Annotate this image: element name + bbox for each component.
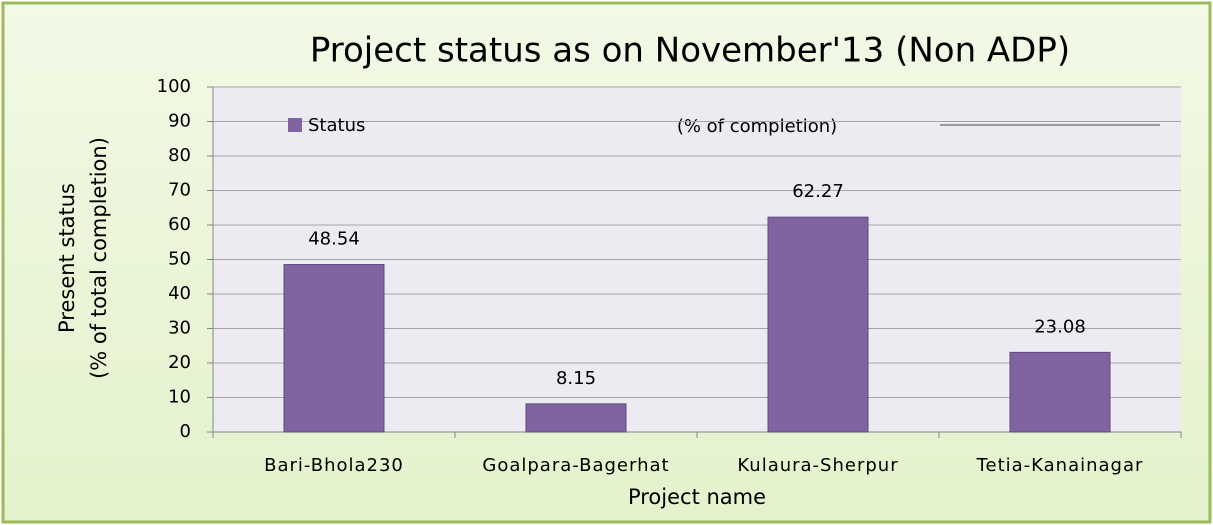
y-tick-label: 0 (180, 421, 191, 442)
legend-swatch (288, 118, 302, 132)
x-tick-label: Kulaura-Sherpur (737, 455, 898, 476)
y-tick-label: 20 (168, 352, 191, 373)
y-tick-label: 30 (168, 318, 191, 339)
data-label: 48.54 (308, 229, 360, 250)
bar (525, 403, 627, 433)
data-label: 62.27 (792, 181, 844, 202)
chart-title: Project status as on November'13 (Non AD… (310, 31, 1070, 71)
y-axis-label: (% of total completion) (87, 137, 111, 379)
data-label: 23.08 (1034, 316, 1086, 337)
y-tick-label: 40 (168, 283, 191, 304)
legend-label: Status (308, 115, 365, 136)
y-tick-label: 70 (168, 180, 191, 201)
y-tick-label: 10 (168, 387, 191, 408)
data-label: 8.15 (556, 368, 596, 389)
bar (1009, 351, 1111, 433)
x-axis-label: Project name (628, 485, 766, 509)
y-tick-label: 90 (168, 111, 191, 132)
annotation: (% of completion) (677, 116, 837, 137)
x-tick-label: Tetia-Kanainagar (976, 455, 1144, 476)
y-tick-label: 50 (168, 249, 191, 270)
x-tick-label: Goalpara-Bagerhat (482, 455, 669, 476)
y-tick-label: 80 (168, 145, 191, 166)
x-tick-label: Bari-Bhola230 (264, 455, 404, 476)
y-tick-label: 100 (157, 76, 191, 97)
bar (283, 264, 385, 433)
bar (767, 216, 869, 433)
y-axis-label: Present status (55, 183, 79, 333)
y-tick-label: 60 (168, 214, 191, 235)
